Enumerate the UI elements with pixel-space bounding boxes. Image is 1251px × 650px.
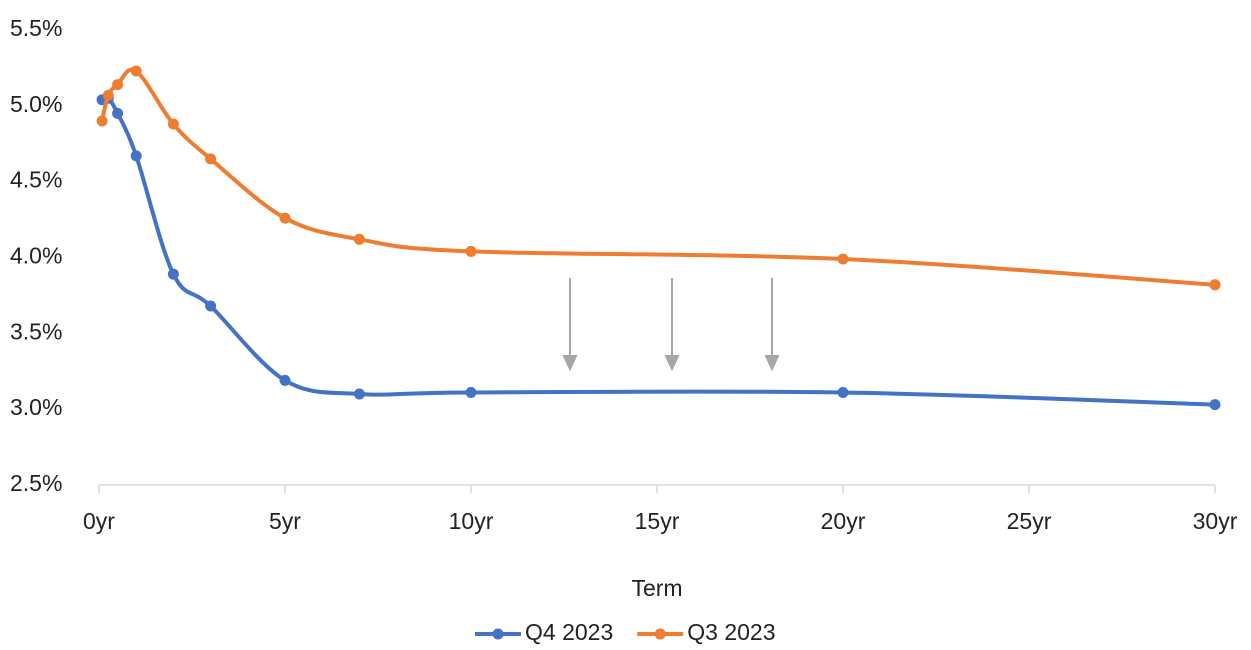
data-point [130, 65, 142, 77]
data-point [205, 300, 217, 312]
legend-label: Q4 2023 [525, 619, 613, 645]
data-point [279, 374, 291, 386]
y-tick-label: 5.5% [10, 15, 62, 41]
data-point [112, 107, 124, 119]
data-point [96, 115, 108, 127]
series-line [101, 95, 1216, 407]
data-point [102, 89, 114, 101]
arrow-head [764, 355, 780, 372]
arrow-head [664, 355, 680, 372]
data-point [353, 388, 365, 400]
data-point [205, 153, 217, 165]
x-axis-title: Term [631, 575, 682, 601]
data-point [465, 386, 477, 398]
data-point [167, 118, 179, 130]
x-tick-label: 15yr [635, 508, 680, 534]
data-point [1209, 399, 1221, 411]
x-tick-label: 20yr [821, 508, 866, 534]
data-point [1209, 279, 1221, 291]
data-point [837, 253, 849, 265]
legend-swatch-marker [492, 628, 504, 640]
data-point [837, 386, 849, 398]
y-tick-label: 4.0% [10, 243, 62, 269]
data-point [130, 150, 142, 162]
x-tick-label: 0yr [83, 508, 115, 534]
y-tick-label: 3.0% [10, 394, 62, 420]
x-tick-label: 5yr [269, 508, 301, 534]
y-tick-label: 4.5% [10, 167, 62, 193]
data-point [353, 233, 365, 245]
x-tick-label: 30yr [1193, 508, 1238, 534]
arrow-head [562, 355, 578, 372]
y-tick-label: 3.5% [10, 318, 62, 344]
y-tick-label: 5.0% [10, 91, 62, 117]
data-point [279, 212, 291, 224]
x-tick-label: 10yr [449, 508, 494, 534]
series-line [100, 67, 1216, 287]
legend-label: Q3 2023 [687, 619, 775, 645]
legend-swatch-marker [654, 628, 666, 640]
data-point [112, 79, 124, 91]
y-tick-label: 2.5% [10, 470, 62, 496]
data-point [167, 268, 179, 280]
x-tick-label: 25yr [1007, 508, 1052, 534]
annotation-arrows [562, 278, 780, 372]
data-point [465, 245, 477, 257]
